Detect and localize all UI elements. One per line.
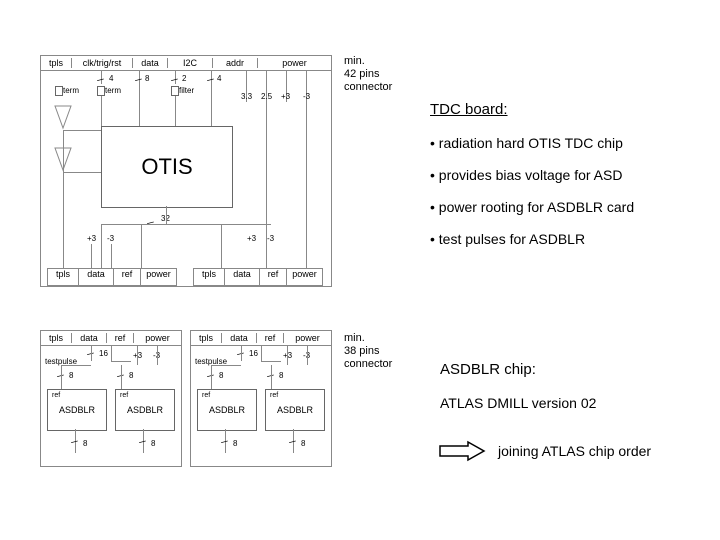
bd-16: 16	[99, 349, 108, 358]
asdblr-title: ASDBLR chip:	[440, 360, 700, 380]
bd-data: data	[222, 333, 257, 343]
bd-power: power	[284, 333, 331, 343]
bd-8c: 8	[83, 439, 87, 448]
asdblr-chip: ref ASDBLR	[265, 389, 325, 431]
bd-chip-lbl: ASDBLR	[59, 405, 95, 415]
tdc-title: TDC board:	[430, 100, 700, 120]
top-footer-left: tpls data ref power	[47, 268, 177, 286]
asdblr-block: ASDBLR chip: ATLAS DMILL version 02	[440, 360, 700, 412]
conn-l3: connector	[344, 81, 392, 94]
conn-l1: min.	[344, 332, 392, 345]
vbl-m3: -3	[107, 234, 114, 243]
bus-4a: 4	[109, 74, 113, 83]
bottom-connector-label: min. 38 pins connector	[344, 332, 392, 372]
bus-4b: 4	[217, 74, 221, 83]
bd-ref: ref	[257, 333, 284, 343]
bd-header: tpls data ref power	[41, 331, 181, 346]
note-term1: term	[63, 86, 79, 95]
bus-2: 2	[182, 74, 186, 83]
ftr-power: power	[141, 269, 176, 285]
bd-8b: 8	[279, 371, 283, 380]
vbl-p3: +3	[87, 234, 96, 243]
tdc-b2: • provides bias voltage for ASD	[430, 166, 700, 184]
asdblr-line: ATLAS DMILL version 02	[440, 394, 700, 412]
vm3: -3	[303, 92, 310, 101]
vbr-m3: -3	[267, 234, 274, 243]
top-diagram: tpls clk/trig/rst data I2C addr power 4 …	[40, 55, 332, 287]
bd-ref: ref	[107, 333, 134, 343]
bd-tpls: tpls	[191, 333, 222, 343]
bd-tpls: tpls	[41, 333, 72, 343]
bd-header: tpls data ref power	[191, 331, 331, 346]
ftr-power: power	[287, 269, 322, 285]
hdr-addr: addr	[213, 58, 258, 68]
bd-8d: 8	[151, 439, 155, 448]
bd-ref-lbl: ref	[202, 392, 210, 399]
hdr-clk: clk/trig/rst	[72, 58, 133, 68]
v33: 3.3	[241, 92, 252, 101]
asdblr-chip: ref ASDBLR	[47, 389, 107, 431]
ftr-tpls: tpls	[48, 269, 79, 285]
bd-ref-lbl: ref	[270, 392, 278, 399]
bd-ref-lbl: ref	[52, 392, 60, 399]
bottom-diagram-right: tpls data ref power testpulse 16 / +3 -3…	[190, 330, 332, 467]
tdc-b3: • power rooting for ASDBLR card	[430, 198, 700, 216]
note-term2: term	[105, 86, 121, 95]
asdblr-chip: ref ASDBLR	[197, 389, 257, 431]
bd-8a: 8	[69, 371, 73, 380]
bd-16: 16	[249, 349, 258, 358]
bd-8d: 8	[301, 439, 305, 448]
vp3: +3	[281, 92, 290, 101]
ftr-data: data	[79, 269, 114, 285]
bd-ref-lbl: ref	[120, 392, 128, 399]
hdr-data: data	[133, 58, 168, 68]
conn-l3: connector	[344, 358, 392, 371]
buffer-icon	[53, 104, 73, 130]
bd-power: power	[134, 333, 181, 343]
bd-chip-lbl: ASDBLR	[209, 405, 245, 415]
ftr-data: data	[225, 269, 260, 285]
bd-chip-lbl: ASDBLR	[127, 405, 163, 415]
conn-l2: 38 pins	[344, 345, 392, 358]
conn-l2: 42 pins	[344, 68, 392, 81]
conn-l1: min.	[344, 55, 392, 68]
hdr-i2c: I2C	[168, 58, 213, 68]
otis-chip: OTIS	[101, 126, 233, 208]
bd-chip-lbl: ASDBLR	[277, 405, 313, 415]
bd-8a: 8	[219, 371, 223, 380]
bus-8: 8	[145, 74, 149, 83]
v25: 2.5	[261, 92, 272, 101]
hdr-power: power	[258, 58, 331, 68]
bd-8c: 8	[233, 439, 237, 448]
hdr-tpls: tpls	[41, 58, 72, 68]
tdc-b1: • radiation hard OTIS TDC chip	[430, 134, 700, 152]
ftr-tpls: tpls	[194, 269, 225, 285]
tdc-b4: • test pulses for ASDBLR	[430, 230, 700, 248]
bd-8b: 8	[129, 371, 133, 380]
top-footer-right: tpls data ref power	[193, 268, 323, 286]
top-connector-label: min. 42 pins connector	[344, 55, 392, 95]
note-filter: filter	[179, 86, 194, 95]
asdblr-chip: ref ASDBLR	[115, 389, 175, 431]
arrow-icon	[438, 440, 486, 467]
ftr-ref: ref	[260, 269, 287, 285]
bd-data: data	[72, 333, 107, 343]
vbr-p3: +3	[247, 234, 256, 243]
tdc-block: TDC board: • radiation hard OTIS TDC chi…	[430, 100, 700, 248]
bottom-diagram-left: tpls data ref power testpulse 16 / +3 -3…	[40, 330, 182, 467]
top-header: tpls clk/trig/rst data I2C addr power	[41, 56, 331, 71]
ftr-ref: ref	[114, 269, 141, 285]
arrow-text: joining ATLAS chip order	[498, 442, 651, 460]
